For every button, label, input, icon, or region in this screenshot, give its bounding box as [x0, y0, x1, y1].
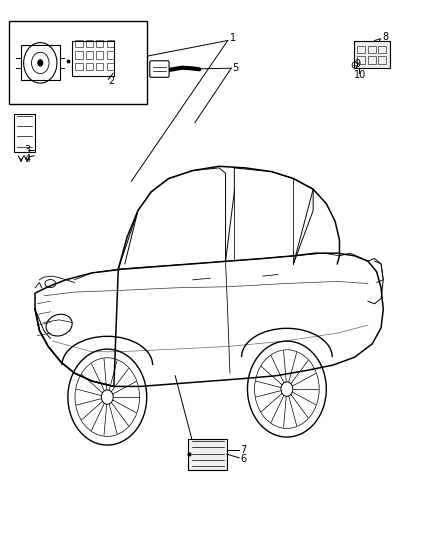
Bar: [357, 46, 365, 53]
Bar: [96, 63, 103, 70]
Bar: [86, 51, 93, 59]
Text: 6: 6: [240, 455, 246, 464]
Text: 5: 5: [232, 63, 238, 73]
FancyBboxPatch shape: [150, 61, 169, 77]
Bar: [368, 46, 376, 53]
Bar: [21, 45, 60, 80]
Bar: [368, 56, 376, 64]
Bar: [96, 51, 103, 59]
Bar: [75, 63, 83, 70]
Circle shape: [102, 390, 113, 405]
Text: 9: 9: [354, 59, 360, 69]
Text: 7: 7: [240, 446, 246, 455]
Bar: [357, 56, 365, 64]
Bar: [354, 41, 390, 68]
Bar: [188, 439, 227, 470]
Text: 2: 2: [109, 76, 115, 86]
Bar: [14, 114, 35, 152]
Bar: [75, 51, 83, 59]
Text: 3: 3: [24, 146, 30, 155]
Text: 10: 10: [354, 70, 366, 79]
Circle shape: [281, 382, 293, 397]
Text: 1: 1: [230, 34, 236, 43]
Bar: [72, 41, 114, 76]
Bar: [96, 40, 103, 47]
Bar: [106, 63, 114, 70]
Bar: [86, 40, 93, 47]
Bar: [378, 56, 386, 64]
Bar: [378, 46, 386, 53]
Bar: [106, 40, 114, 47]
Bar: [75, 40, 83, 47]
Bar: [86, 63, 93, 70]
Bar: [9, 21, 147, 104]
Text: 8: 8: [382, 33, 388, 42]
Bar: [106, 51, 114, 59]
Text: 4: 4: [24, 154, 30, 164]
Circle shape: [37, 59, 43, 67]
